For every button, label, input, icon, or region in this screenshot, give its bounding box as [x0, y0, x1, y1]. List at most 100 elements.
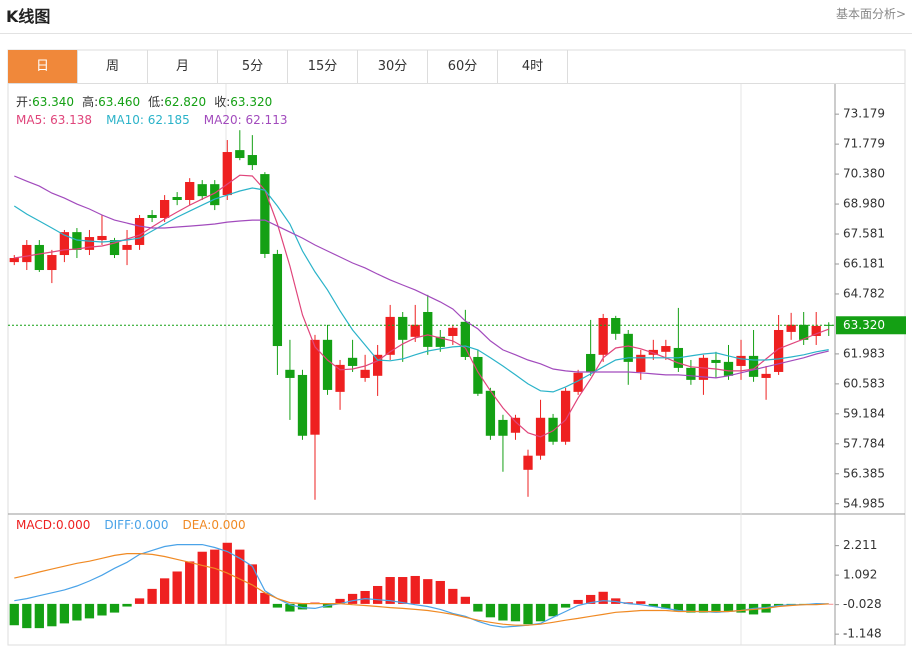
macd-line: [14, 544, 829, 628]
ma-line: [14, 175, 829, 379]
macd-bar: [147, 588, 157, 604]
info-label: 收: [214, 95, 226, 109]
candle-body: [586, 353, 596, 372]
candle-body: [385, 316, 395, 355]
macd-bar: [510, 603, 521, 622]
macd-bar: [560, 603, 571, 608]
candle-body: [210, 184, 220, 206]
candle-body: [711, 359, 721, 363]
ma-line: [13, 187, 829, 393]
candle-body: [347, 357, 358, 366]
macd-bar: [235, 549, 245, 604]
macd-bar: [736, 603, 746, 613]
legend-separator: :: [238, 113, 246, 127]
period-tab[interactable]: 月: [148, 50, 218, 83]
page-title: K线图: [6, 7, 51, 26]
legend-value: 0.000: [134, 518, 168, 532]
macd-bar: [573, 599, 583, 604]
y-tick-label: 54.985: [843, 496, 885, 510]
candle-body: [435, 336, 445, 347]
period-tab[interactable]: 周: [78, 50, 148, 83]
info-value: 63.340: [32, 95, 74, 109]
candle-body: [636, 354, 646, 372]
macd-bar: [586, 594, 596, 604]
macd-bar: [84, 603, 95, 619]
candle-body: [761, 373, 771, 378]
macd-bar: [448, 588, 458, 604]
macd-bar: [661, 603, 671, 609]
y-tick-label: 60.583: [843, 376, 885, 390]
info-label: 高: [82, 94, 94, 109]
info-label: 开: [16, 95, 28, 109]
legend-name: MA5: [16, 113, 42, 127]
macd-bar: [134, 598, 145, 604]
candle-body: [185, 182, 195, 200]
last-price-box: [836, 316, 906, 335]
candle-body: [548, 417, 558, 442]
candle-body: [373, 354, 383, 376]
candle-body: [748, 355, 759, 377]
info-separator: :: [28, 95, 32, 109]
macd-bar: [698, 603, 709, 613]
macd-bar: [247, 564, 257, 604]
candle-body: [598, 317, 608, 355]
period-tab[interactable]: 15分: [288, 50, 358, 83]
y-tick-label: 66.181: [843, 257, 885, 271]
y-tick-label: 67.581: [843, 227, 885, 241]
macd-bar: [410, 575, 420, 604]
candle-body: [285, 369, 295, 378]
info-value: 63.460: [98, 95, 140, 109]
candle-body: [423, 311, 433, 347]
period-tab[interactable]: 60分: [428, 50, 498, 83]
candle-body: [786, 324, 796, 332]
macd-line: [14, 553, 829, 626]
macd-bar: [210, 549, 220, 604]
macd-bar: [97, 603, 107, 616]
legend-name: MA20: [204, 113, 238, 127]
macd-bar: [34, 603, 44, 629]
legend-value: 0.000: [56, 518, 90, 532]
y-tick-label: 2.211: [843, 538, 877, 552]
macd-bar: [260, 592, 270, 604]
macd-bar: [648, 603, 658, 607]
legend-separator: :: [52, 518, 56, 532]
legend-name: DIFF: [104, 518, 131, 532]
candle-body: [773, 329, 784, 372]
fundamental-link[interactable]: 基本面分析>: [835, 7, 906, 21]
period-tab[interactable]: 5分: [218, 50, 288, 83]
period-tab[interactable]: 日: [8, 50, 78, 83]
candle-body: [460, 321, 470, 357]
macd-bar: [385, 577, 395, 604]
candle-body: [47, 255, 57, 271]
candle-body: [661, 346, 671, 352]
legend-separator: :: [42, 113, 50, 127]
macd-bar: [423, 579, 433, 604]
macd-bar: [360, 590, 370, 604]
macd-bar: [548, 603, 558, 617]
macd-bar: [824, 603, 834, 605]
legend-name: MACD: [16, 518, 52, 532]
macd-bar: [297, 603, 308, 610]
legend-separator: :: [130, 518, 134, 532]
candle-body: [59, 232, 70, 256]
legend-value: 63.138: [50, 113, 92, 127]
candle-body: [22, 244, 32, 263]
macd-bar: [59, 603, 70, 624]
macd-bar: [723, 603, 734, 612]
y-tick-label: 70.380: [843, 167, 885, 181]
macd-bar: [711, 603, 721, 613]
header-rule: [0, 33, 912, 34]
macd-bar: [172, 571, 182, 604]
macd-bar: [272, 603, 283, 608]
candle-body: [235, 150, 245, 159]
info-separator: :: [160, 95, 164, 109]
period-tab[interactable]: 30分: [358, 50, 428, 83]
candle-body: [34, 244, 44, 271]
candle-body: [448, 327, 458, 336]
macd-bar: [460, 596, 470, 604]
candle-body: [523, 455, 533, 470]
period-tab[interactable]: 4时: [498, 50, 568, 83]
macd-bar: [347, 593, 358, 604]
